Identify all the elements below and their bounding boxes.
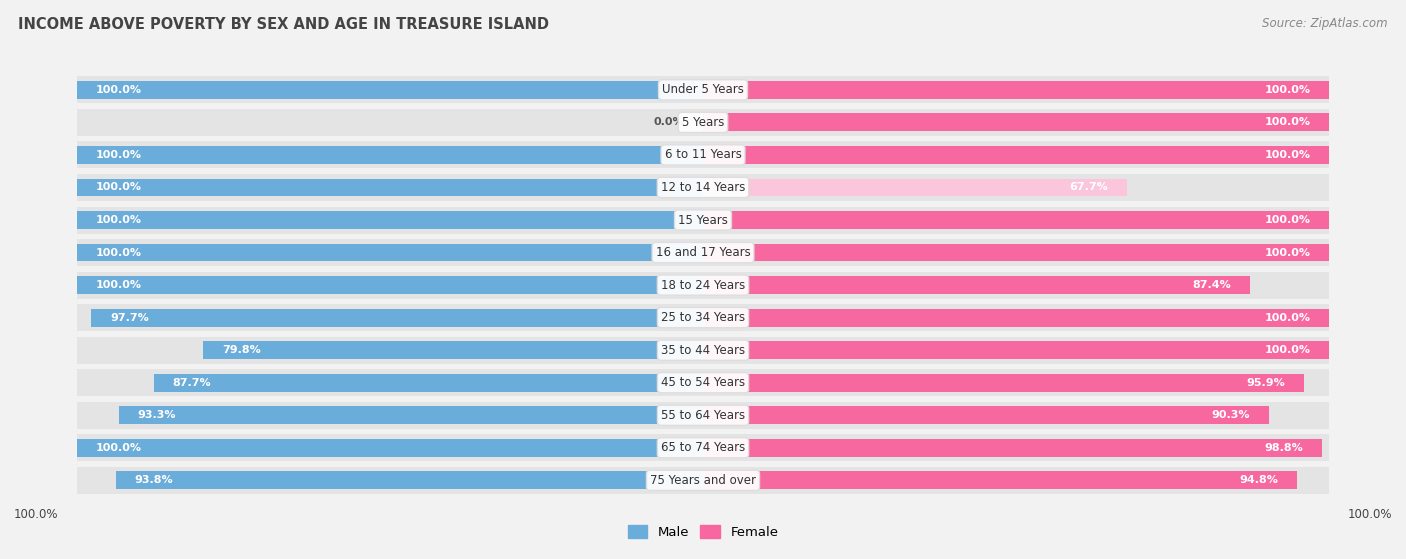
Bar	[77, 467, 703, 494]
Text: 12 to 14 Years: 12 to 14 Years	[661, 181, 745, 194]
Text: 100.0%: 100.0%	[96, 443, 142, 453]
Text: 55 to 64 Years: 55 to 64 Years	[661, 409, 745, 421]
Text: 100.0%: 100.0%	[96, 150, 142, 160]
Bar	[77, 272, 703, 299]
Bar	[703, 77, 1329, 103]
Text: 100.0%: 100.0%	[1264, 248, 1310, 258]
Text: Source: ZipAtlas.com: Source: ZipAtlas.com	[1263, 17, 1388, 30]
Text: 0.0%: 0.0%	[654, 117, 685, 127]
Bar	[703, 109, 1329, 136]
Bar	[703, 471, 1296, 489]
Bar	[77, 276, 703, 294]
Bar	[77, 304, 703, 331]
Text: 6 to 11 Years: 6 to 11 Years	[665, 149, 741, 162]
Text: 95.9%: 95.9%	[1246, 378, 1285, 388]
Bar	[77, 402, 703, 429]
Text: 65 to 74 Years: 65 to 74 Years	[661, 441, 745, 454]
Bar	[77, 211, 703, 229]
Text: 5 Years: 5 Years	[682, 116, 724, 129]
Bar	[77, 77, 703, 103]
Text: 100.0%: 100.0%	[1264, 312, 1310, 323]
Text: 16 and 17 Years: 16 and 17 Years	[655, 246, 751, 259]
Text: 94.8%: 94.8%	[1239, 475, 1278, 485]
Bar	[703, 309, 1329, 326]
Bar	[703, 211, 1329, 229]
Text: 93.8%: 93.8%	[135, 475, 173, 485]
Text: 100.0%: 100.0%	[1264, 215, 1310, 225]
Bar	[703, 141, 1329, 168]
Bar	[77, 178, 703, 196]
Text: INCOME ABOVE POVERTY BY SEX AND AGE IN TREASURE ISLAND: INCOME ABOVE POVERTY BY SEX AND AGE IN T…	[18, 17, 550, 32]
Text: 100.0%: 100.0%	[96, 248, 142, 258]
Text: 87.7%: 87.7%	[173, 378, 211, 388]
Text: 79.8%: 79.8%	[222, 345, 260, 355]
Bar	[77, 244, 703, 262]
Bar	[703, 434, 1329, 461]
Text: 100.0%: 100.0%	[1347, 508, 1392, 521]
Bar	[77, 141, 703, 168]
Bar	[703, 467, 1329, 494]
Text: 45 to 54 Years: 45 to 54 Years	[661, 376, 745, 389]
Text: 87.4%: 87.4%	[1192, 280, 1232, 290]
Bar	[77, 369, 703, 396]
Text: 67.7%: 67.7%	[1070, 182, 1108, 192]
Text: 97.7%: 97.7%	[110, 312, 149, 323]
Legend: Male, Female: Male, Female	[623, 520, 783, 544]
Bar	[91, 309, 703, 326]
Bar	[703, 337, 1329, 364]
Text: 90.3%: 90.3%	[1211, 410, 1250, 420]
Text: 100.0%: 100.0%	[14, 508, 59, 521]
Text: 100.0%: 100.0%	[1264, 150, 1310, 160]
Bar	[115, 471, 703, 489]
Bar	[703, 244, 1329, 262]
Bar	[153, 374, 703, 392]
Bar	[77, 206, 703, 234]
Text: 93.3%: 93.3%	[138, 410, 176, 420]
Text: 100.0%: 100.0%	[96, 215, 142, 225]
Text: 25 to 34 Years: 25 to 34 Years	[661, 311, 745, 324]
Text: Under 5 Years: Under 5 Years	[662, 83, 744, 96]
Bar	[77, 439, 703, 457]
Bar	[118, 406, 703, 424]
Bar	[77, 81, 703, 99]
Bar	[703, 276, 1250, 294]
Bar	[77, 109, 703, 136]
Text: 75 Years and over: 75 Years and over	[650, 474, 756, 487]
Text: 100.0%: 100.0%	[96, 182, 142, 192]
Bar	[703, 406, 1268, 424]
Bar	[77, 434, 703, 461]
Bar	[703, 239, 1329, 266]
Text: 100.0%: 100.0%	[1264, 345, 1310, 355]
Bar	[703, 304, 1329, 331]
Bar	[77, 337, 703, 364]
Text: 100.0%: 100.0%	[96, 280, 142, 290]
Text: 35 to 44 Years: 35 to 44 Years	[661, 344, 745, 357]
Bar	[703, 439, 1322, 457]
Bar	[703, 81, 1329, 99]
Bar	[703, 369, 1329, 396]
Bar	[703, 341, 1329, 359]
Bar	[204, 341, 703, 359]
Bar	[703, 374, 1303, 392]
Bar	[703, 272, 1329, 299]
Bar	[77, 174, 703, 201]
Bar	[703, 146, 1329, 164]
Bar	[703, 206, 1329, 234]
Text: 98.8%: 98.8%	[1264, 443, 1303, 453]
Text: 100.0%: 100.0%	[1264, 85, 1310, 95]
Bar	[703, 402, 1329, 429]
Text: 18 to 24 Years: 18 to 24 Years	[661, 278, 745, 292]
Bar	[703, 174, 1329, 201]
Bar	[703, 178, 1128, 196]
Text: 100.0%: 100.0%	[96, 85, 142, 95]
Bar	[77, 146, 703, 164]
Text: 100.0%: 100.0%	[1264, 117, 1310, 127]
Bar	[77, 239, 703, 266]
Text: 15 Years: 15 Years	[678, 214, 728, 226]
Bar	[703, 113, 1329, 131]
